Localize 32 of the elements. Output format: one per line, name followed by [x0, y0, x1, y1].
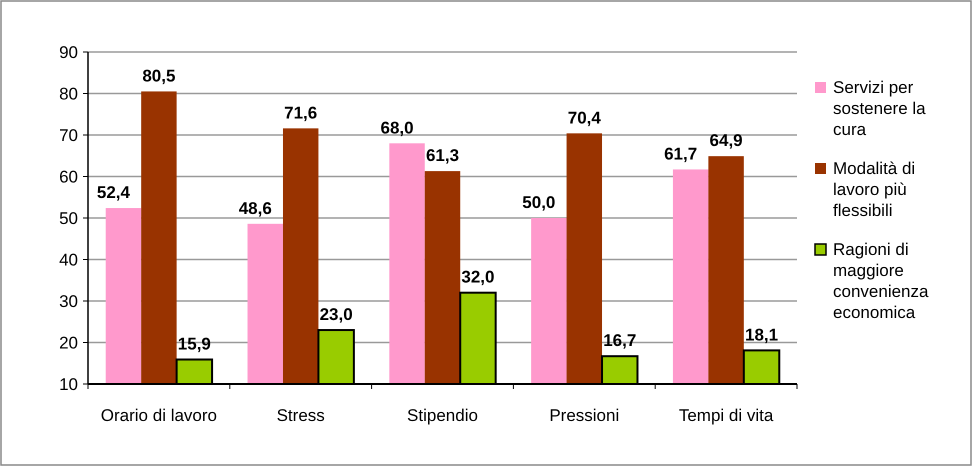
data-label: 70,4 — [568, 108, 602, 128]
x-tick-label: Tempi di vita — [678, 406, 774, 425]
y-tick-label: 30 — [59, 292, 78, 311]
data-label: 15,9 — [178, 334, 211, 354]
y-tick-label: 60 — [59, 167, 78, 186]
x-tick-label: Pressioni — [549, 406, 620, 425]
y-tick-label: 70 — [59, 126, 78, 145]
data-label: 52,4 — [96, 183, 131, 202]
data-label: 68,0 — [380, 118, 414, 138]
data-label: 32,0 — [461, 268, 494, 287]
x-tick-label: Stress — [276, 406, 325, 425]
y-tick-label: 90 — [59, 42, 78, 62]
data-label: 48,6 — [238, 198, 272, 218]
y-tick-label: 50 — [59, 208, 78, 228]
data-label: 64,9 — [710, 131, 743, 150]
data-label: 18,1 — [745, 325, 778, 344]
data-label: 23,0 — [320, 305, 353, 324]
y-tick-label: 20 — [59, 333, 78, 352]
y-tick-label: 40 — [59, 250, 78, 270]
y-tick-label: 80 — [59, 84, 78, 104]
legend-label: Servizi per sostenere la cura — [833, 78, 926, 139]
data-label: 61,3 — [426, 146, 460, 166]
x-tick-label: Orario di lavoro — [100, 406, 218, 425]
data-label: 80,5 — [142, 66, 176, 86]
y-tick-label: 10 — [59, 374, 78, 394]
data-label: 61,7 — [664, 144, 698, 164]
x-tick-label: Stipendio — [407, 406, 478, 425]
legend-label: Modalità di lavoro più flessibili — [833, 159, 916, 220]
data-label: 16,7 — [603, 331, 636, 350]
data-label: 50,0 — [522, 193, 556, 212]
legend-label: Ragioni di maggiore convenienza economica — [833, 240, 930, 322]
data-label: 71,6 — [284, 103, 318, 122]
